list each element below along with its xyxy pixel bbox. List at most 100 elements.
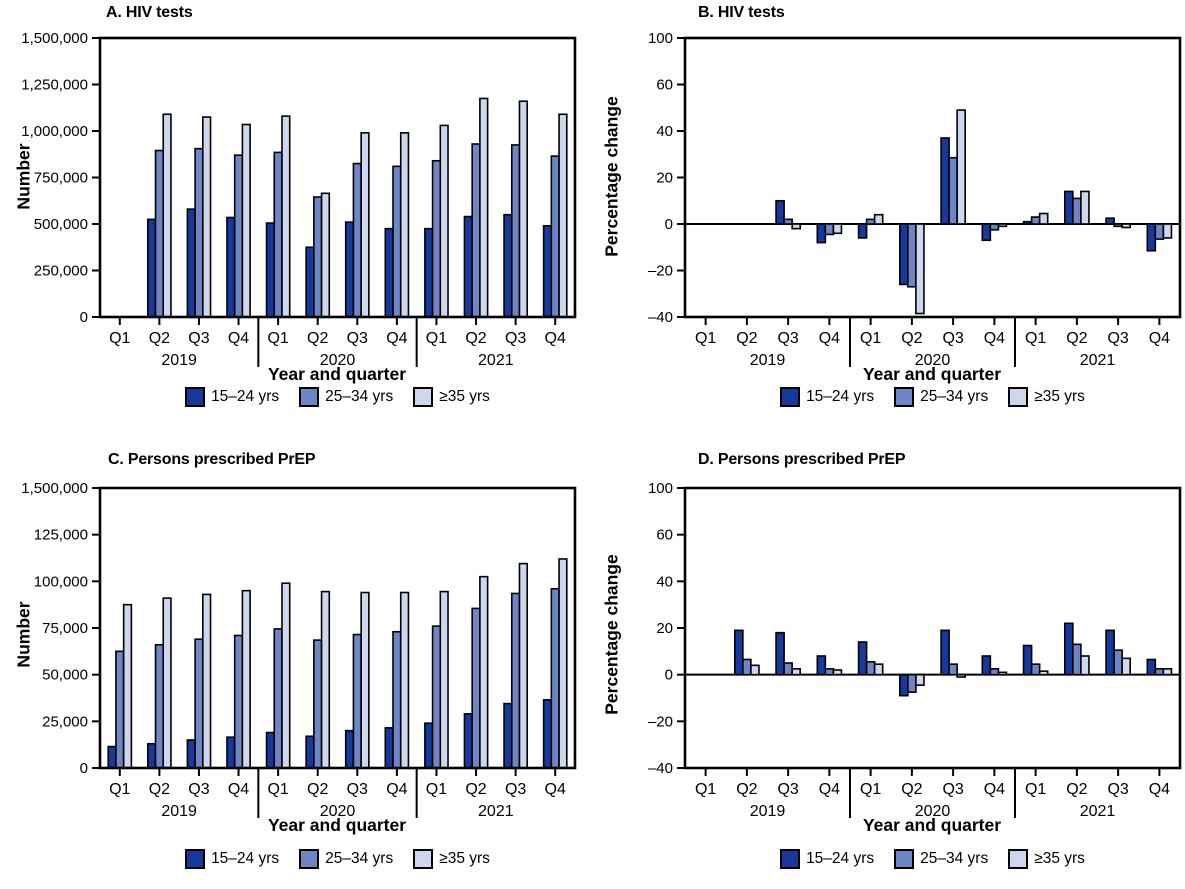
legend-swatch-25-34 (299, 849, 320, 869)
legend-item-25-34: 25–34 yrs (894, 387, 988, 407)
legend-label-15-24: 15–24 yrs (211, 850, 280, 867)
svg-text:2020: 2020 (915, 352, 951, 369)
legend-item-35-plus: ≥35 yrs (1008, 849, 1085, 869)
svg-text:Q4: Q4 (819, 781, 840, 798)
svg-text:Q3: Q3 (347, 781, 368, 798)
svg-text:2021: 2021 (1080, 352, 1116, 369)
panel-c-x-axis-label: Year and quarter (267, 815, 407, 835)
svg-text:Q2: Q2 (901, 330, 922, 347)
legend-swatch-25-34 (299, 387, 320, 407)
legend-item-15-24: 15–24 yrs (780, 849, 874, 869)
svg-text:Q2: Q2 (465, 330, 486, 347)
panel-a-hiv-tests-number: A. HIV tests Number 0 250,000 500,000 750,0… (0, 0, 593, 445)
panel-b-title: B. HIV tests (698, 4, 785, 21)
svg-text:1,500,000: 1,500,000 (21, 30, 88, 47)
svg-text:Q1: Q1 (1025, 330, 1046, 347)
svg-text:0: 0 (665, 667, 673, 684)
svg-text:2019: 2019 (161, 803, 197, 820)
legend-item-15-24: 15–24 yrs (185, 849, 279, 869)
svg-text:–40: –40 (648, 760, 673, 777)
svg-text:Q4: Q4 (228, 781, 249, 798)
svg-text:Q4: Q4 (386, 781, 407, 798)
svg-text:Q1: Q1 (860, 330, 881, 347)
panel-d-x-axis-label: Year and quarter (862, 815, 1002, 835)
svg-text:Q3: Q3 (347, 330, 368, 347)
svg-text:Q4: Q4 (1149, 781, 1170, 798)
panel-a-bar-chart: 0 250,000 500,000 750,000 1,000,000 1,250,000… (21, 30, 577, 369)
legend-swatch-25-34 (894, 849, 915, 869)
panel-c-title: C. Persons prescribed PrEP (108, 451, 316, 468)
svg-text:Q1: Q1 (267, 330, 288, 347)
svg-text:Q4: Q4 (545, 781, 566, 798)
legend-label-15-24: 15–24 yrs (806, 850, 875, 867)
panel-a-x-axis-label: Year and quarter (267, 364, 407, 384)
legend-item-35-plus: ≥35 yrs (413, 387, 490, 407)
svg-text:Q3: Q3 (942, 781, 963, 798)
svg-text:Q1: Q1 (695, 330, 716, 347)
svg-text:40: 40 (656, 573, 673, 590)
svg-text:Q1: Q1 (109, 781, 130, 798)
svg-text:Q3: Q3 (188, 781, 209, 798)
panel-a-title: A. HIV tests (106, 4, 193, 21)
legend-item-35-plus: ≥35 yrs (413, 849, 490, 869)
svg-text:2021: 2021 (478, 803, 514, 820)
svg-text:Q4: Q4 (545, 330, 566, 347)
svg-text:Q3: Q3 (777, 781, 798, 798)
svg-text:Q2: Q2 (1066, 330, 1087, 347)
legend-label-25-34: 25–34 yrs (920, 388, 989, 405)
svg-text:2020: 2020 (915, 803, 951, 820)
panel-b-x-axis-label: Year and quarter (862, 364, 1002, 384)
panel-b-bar-chart: –40 –20 0 20 40 60 100 Q1 Q2 Q3 Q4 Q1 Q2 Q3 Q4 Q1 Q2 Q3 Q4… (648, 30, 1182, 369)
legend-swatch-15-24 (185, 849, 206, 869)
svg-text:Q4: Q4 (228, 330, 249, 347)
svg-text:Q4: Q4 (984, 330, 1005, 347)
svg-text:–40: –40 (648, 309, 673, 326)
svg-text:Q1: Q1 (267, 781, 288, 798)
svg-text:Q3: Q3 (777, 330, 798, 347)
svg-text:500,000: 500,000 (34, 216, 88, 233)
svg-text:0: 0 (665, 216, 673, 233)
svg-text:Q4: Q4 (386, 330, 407, 347)
panel-b-hiv-tests-pct-change: B. HIV tests Percentage change –40 –20 0 20… (593, 0, 1185, 445)
svg-text:Q3: Q3 (1107, 781, 1128, 798)
svg-text:1,500,000: 1,500,000 (21, 480, 88, 497)
svg-text:750,000: 750,000 (34, 170, 88, 187)
legend-label-15-24: 15–24 yrs (211, 388, 280, 405)
svg-text:Q3: Q3 (505, 330, 526, 347)
panel-c-legend: 15–24 yrs 25–34 yrs ≥35 yrs (100, 849, 575, 869)
legend-item-25-34: 25–34 yrs (299, 849, 393, 869)
legend-label-15-24: 15–24 yrs (806, 388, 875, 405)
svg-text:20: 20 (656, 620, 673, 637)
svg-text:125,000: 125,000 (34, 527, 88, 544)
legend-swatch-35-plus (413, 849, 434, 869)
legend-label-35-plus: ≥35 yrs (439, 850, 490, 867)
svg-text:Q4: Q4 (819, 330, 840, 347)
svg-text:Q2: Q2 (901, 781, 922, 798)
legend-label-35-plus: ≥35 yrs (1034, 388, 1085, 405)
svg-text:Q2: Q2 (149, 330, 170, 347)
legend-item-35-plus: ≥35 yrs (1008, 387, 1085, 407)
legend-swatch-15-24 (780, 387, 801, 407)
panel-d-prep-pct-change: D. Persons prescribed PrEP Percentage ch… (593, 445, 1185, 889)
panel-d-bar-chart: –40 –20 0 20 40 60 100 Q1 Q2 Q3 Q4 Q1 Q2 Q3 Q4 Q1 Q2 Q3 Q4… (648, 480, 1182, 820)
panel-d-title: D. Persons prescribed PrEP (698, 451, 906, 468)
svg-text:Q3: Q3 (505, 781, 526, 798)
svg-text:Q1: Q1 (1025, 781, 1046, 798)
svg-text:Q1: Q1 (426, 781, 447, 798)
panel-c-prep-number: C. Persons prescribed PrEP Number 0 25,00… (0, 445, 593, 889)
svg-text:Q1: Q1 (109, 330, 130, 347)
legend-swatch-15-24 (780, 849, 801, 869)
svg-text:0: 0 (80, 760, 88, 777)
legend-label-25-34: 25–34 yrs (325, 850, 394, 867)
svg-text:Q1: Q1 (860, 781, 881, 798)
svg-text:Q2: Q2 (1066, 781, 1087, 798)
svg-text:25,000: 25,000 (42, 713, 88, 730)
legend-item-25-34: 25–34 yrs (894, 849, 988, 869)
panel-b-legend: 15–24 yrs 25–34 yrs ≥35 yrs (685, 387, 1180, 407)
svg-text:Q4: Q4 (1149, 330, 1170, 347)
svg-text:2019: 2019 (161, 352, 197, 369)
svg-text:2019: 2019 (750, 352, 786, 369)
svg-text:50,000: 50,000 (42, 667, 88, 684)
svg-text:100,000: 100,000 (34, 573, 88, 590)
